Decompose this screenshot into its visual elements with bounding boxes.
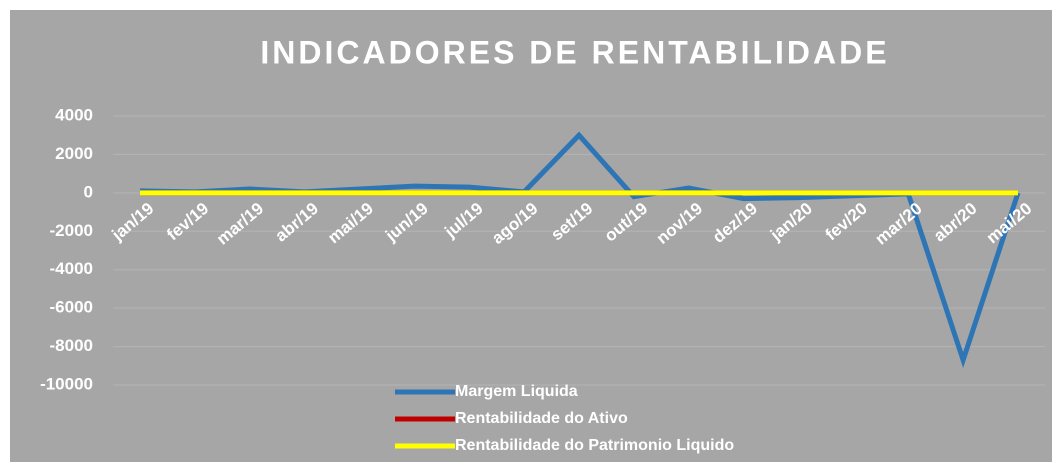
legend-label: Rentabilidade do Patrimonio Liquido (455, 437, 734, 454)
legend-label: Rentabilidade do Ativo (455, 410, 628, 427)
y-tick-label: -2000 (50, 221, 93, 240)
y-tick-label: 4000 (55, 105, 93, 124)
y-tick-label: -8000 (50, 336, 93, 355)
y-tick-label: 0 (84, 182, 93, 201)
legend-label: Margem Liquida (455, 383, 578, 400)
chart-background (10, 10, 1052, 462)
y-tick-label: -4000 (50, 259, 93, 278)
y-tick-label: -6000 (50, 298, 93, 317)
y-tick-label: 2000 (55, 144, 93, 163)
chart-title: INDICADORES DE RENTABILIDADE (260, 34, 889, 70)
y-tick-label: -10000 (40, 374, 93, 393)
